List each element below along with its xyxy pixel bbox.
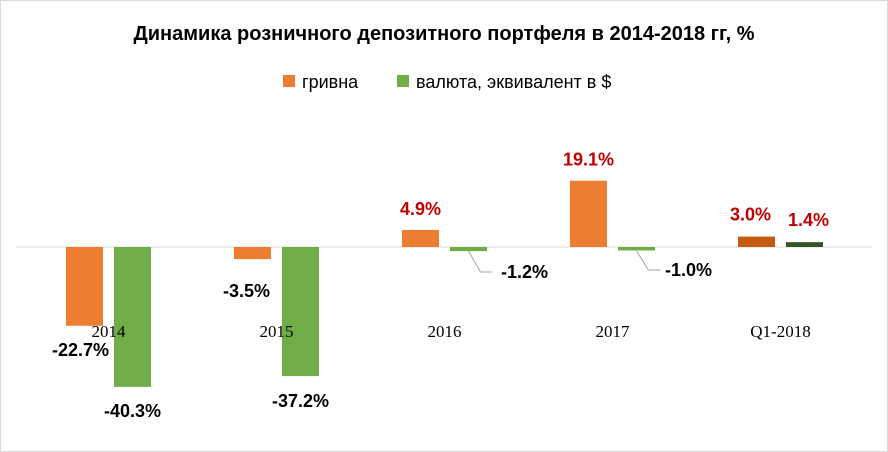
category-label-2017: 2017	[596, 322, 631, 341]
category-labels-group: 2014 2015 2016 2017 Q1-2018	[92, 322, 811, 341]
data-label-hryvnia-2016: 4.9%	[400, 199, 441, 219]
bar-currency-2016	[450, 247, 487, 252]
data-label-hryvnia-2017: 19.1%	[563, 150, 614, 170]
bar-currency-2017	[618, 247, 655, 251]
data-label-hryvnia-q1-2018: 3.0%	[730, 205, 771, 225]
data-label-hryvnia-2015: -3.5%	[223, 281, 270, 301]
bar-hryvnia-q1-2018	[738, 236, 775, 247]
bar-hryvnia-2014	[66, 247, 103, 326]
leader-line-2017	[636, 250, 661, 271]
legend-label-hryvnia: гривна	[302, 72, 359, 92]
category-label-2015: 2015	[260, 322, 294, 341]
data-labels-group: -22.7% -40.3% -3.5% -37.2% 4.9% -1.2% 19.1% -1.…	[52, 150, 829, 421]
data-label-currency-2015: -37.2%	[272, 391, 329, 411]
bar-hryvnia-2015	[234, 247, 271, 260]
bar-currency-q1-2018	[786, 242, 823, 247]
bar-hryvnia-2016	[402, 229, 439, 247]
leader-line-2016	[468, 250, 493, 273]
legend-swatch-currency	[397, 75, 409, 87]
bars-group	[66, 180, 823, 387]
legend: гривна валюта, эквивалент в $	[283, 72, 611, 92]
legend-swatch-hryvnia	[283, 75, 295, 87]
category-label-q1-2018: Q1-2018	[750, 322, 810, 341]
data-label-currency-q1-2018: 1.4%	[788, 210, 829, 230]
bar-currency-2014	[114, 247, 151, 387]
chart-title: Динамика розничного депозитного портфеля…	[134, 23, 755, 45]
data-label-currency-2016: -1.2%	[501, 262, 548, 282]
category-label-2014: 2014	[92, 322, 127, 341]
bar-hryvnia-2017	[570, 180, 607, 247]
data-label-currency-2017: -1.0%	[665, 260, 712, 280]
data-label-hryvnia-2014: -22.7%	[52, 340, 109, 360]
legend-label-currency: валюта, эквивалент в $	[416, 72, 611, 92]
bar-currency-2015	[282, 247, 319, 377]
category-label-2016: 2016	[428, 322, 462, 341]
data-label-currency-2014: -40.3%	[104, 401, 161, 421]
